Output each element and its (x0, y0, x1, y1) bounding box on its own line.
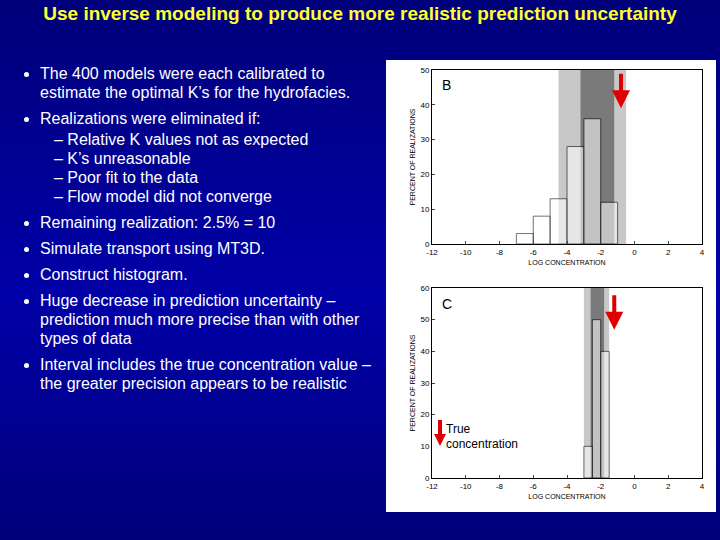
svg-text:0: 0 (425, 474, 430, 483)
html-text:Construct histogram.: Construct histogram. (40, 266, 188, 283)
html-text:Remaining realization: 2.5% =: Remaining realization: 2.5% = 10 (40, 214, 276, 231)
svg-text:PERCENT OF REALIZATIONS: PERCENT OF REALIZATIONS (409, 334, 416, 431)
svg-text:40: 40 (420, 101, 429, 110)
svg-text:B: B (442, 77, 451, 93)
html-text:Interval includes the true con: Interval includes the true concentration… (40, 356, 371, 392)
svg-text:50: 50 (420, 66, 429, 75)
svg-text:30: 30 (420, 379, 429, 388)
html-text:True: True (446, 422, 471, 436)
svg-text:PERCENT OF REALIZATIONS: PERCENT OF REALIZATIONS (409, 108, 416, 205)
svg-text:LOG CONCENTRATION: LOG CONCENTRATION (528, 259, 605, 266)
svg-text:-10: -10 (460, 482, 472, 491)
html-text:Relative K values not as expec: Relative K values not as expected (67, 131, 309, 148)
svg-text:20: 20 (420, 170, 429, 179)
html-text:concentration: concentration (446, 437, 518, 451)
svg-text:2: 2 (666, 482, 671, 491)
svg-text:0: 0 (632, 482, 637, 491)
svg-text:4: 4 (700, 482, 705, 491)
svg-text:20: 20 (420, 410, 429, 419)
svg-text:-8: -8 (496, 482, 504, 491)
svg-text:2: 2 (666, 248, 671, 257)
svg-text:-6: -6 (530, 248, 538, 257)
svg-text:10: 10 (420, 205, 429, 214)
svg-text:50: 50 (420, 315, 429, 324)
svg-text:-4: -4 (563, 248, 571, 257)
svg-text:4: 4 (700, 248, 705, 257)
html-text:Use inverse modeling to produc: Use inverse modeling to produce more rea… (43, 3, 677, 24)
html-text:Simulate transport using MT3D.: Simulate transport using MT3D. (40, 240, 265, 257)
svg-text:10: 10 (420, 442, 429, 451)
html-text:Realizations were eliminated i: Realizations were eliminated if: (40, 110, 261, 127)
svg-text:-4: -4 (563, 482, 571, 491)
svg-text:0: 0 (632, 248, 637, 257)
html-text:Poor fit to the data: Poor fit to the data (67, 169, 199, 186)
svg-text:60: 60 (420, 284, 429, 293)
svg-text:-12: -12 (426, 482, 438, 491)
svg-text:30: 30 (420, 135, 429, 144)
svg-text:LOG CONCENTRATION: LOG CONCENTRATION (528, 493, 605, 500)
svg-text:-12: -12 (426, 248, 438, 257)
svg-text:-10: -10 (460, 248, 472, 257)
html-text:The 400 models were each calib: The 400 models were each calibrated to e… (40, 65, 351, 101)
svg-text:-6: -6 (530, 482, 538, 491)
svg-text:40: 40 (420, 347, 429, 356)
html-text:Flow model did not converge: Flow model did not converge (67, 188, 272, 205)
svg-text:-8: -8 (496, 248, 504, 257)
svg-text:-2: -2 (597, 248, 605, 257)
svg-text:-2: -2 (597, 482, 605, 491)
svg-text:C: C (442, 296, 452, 312)
svg-text:0: 0 (425, 240, 430, 249)
html-text:Huge decrease in prediction un: Huge decrease in prediction uncertainty … (40, 292, 360, 347)
html-text:K’s unreasonable: K’s unreasonable (67, 150, 191, 167)
